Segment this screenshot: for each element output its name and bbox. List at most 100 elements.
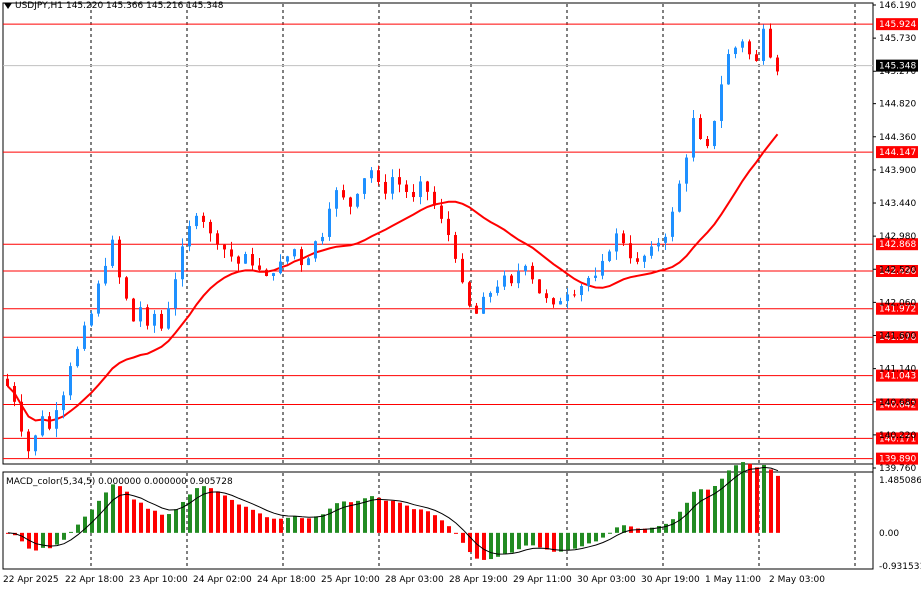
candle-body (209, 221, 212, 234)
candle-body (594, 275, 597, 278)
macd-bar (20, 532, 24, 542)
candle-body (391, 177, 394, 194)
level-label-box (876, 264, 918, 277)
main-chart-frame (2, 2, 874, 465)
candle-body (342, 190, 345, 198)
candle-body (468, 282, 471, 306)
macd-bar (454, 532, 458, 534)
candle-body (181, 246, 184, 280)
indicator-title: MACD_color(5,34,5) 0.000000 0.000000 0.9… (6, 477, 233, 487)
candle-body (573, 294, 576, 296)
candle-body (55, 410, 58, 429)
macd-bar (608, 532, 612, 534)
candle-body (20, 401, 23, 432)
candle-body (349, 197, 352, 207)
horizontal-levels[interactable]: 145.924 144.147 142.868 142.496 141.972 141.5… (3, 18, 918, 465)
dropdown-triangle-icon[interactable] (4, 3, 12, 9)
candle-body (195, 215, 198, 227)
candle-body (475, 305, 478, 314)
candle-body (671, 211, 674, 237)
candle-body (692, 118, 695, 158)
macd-bar (167, 514, 171, 533)
price-tick: 143.440 (879, 199, 916, 209)
candle-body (321, 236, 324, 242)
macd-bar (300, 518, 304, 533)
macd-bar (293, 516, 297, 533)
macd-bar (622, 525, 626, 533)
macd-bar (461, 532, 465, 543)
time-label: 24 Apr 18:00 (257, 575, 316, 585)
symbol-label: USDJPY,H1 (15, 1, 63, 11)
candle-body (216, 233, 219, 245)
candle-body (748, 41, 751, 55)
time-label: 1 May 11:00 (705, 575, 761, 585)
candle-body (510, 275, 513, 284)
macd-bar (748, 463, 752, 533)
level-label: 140.642 (879, 400, 916, 410)
level-label-box (876, 398, 918, 411)
level-label-box (876, 18, 918, 31)
time-label: 29 Apr 11:00 (513, 575, 572, 585)
macd-bar (97, 500, 101, 533)
candle-body (83, 325, 86, 349)
candle-body (279, 261, 282, 274)
macd-bar (573, 532, 577, 549)
level-label-box (876, 452, 918, 465)
candle-body (90, 313, 93, 326)
candle-body (489, 292, 492, 297)
candle-body (97, 283, 100, 314)
level-label-box (876, 238, 918, 251)
macd-bar (643, 528, 647, 533)
candle-body (433, 191, 436, 206)
candle-body (153, 313, 156, 326)
candle-body (538, 279, 541, 294)
macd-bar (755, 467, 759, 533)
macd-bar (636, 528, 640, 533)
price-tick: 140.680 (879, 398, 916, 408)
candle-body (545, 293, 548, 299)
macd-bar (706, 489, 710, 533)
candle-body (496, 286, 499, 293)
macd-bar (440, 520, 444, 533)
level-label: 141.043 (879, 372, 916, 382)
candle-body (398, 177, 401, 185)
candle-body (265, 269, 268, 276)
candle-body (426, 181, 429, 192)
candle-body (146, 307, 149, 326)
time-label: 30 Apr 19:00 (641, 575, 700, 585)
macd-bar (552, 532, 556, 552)
candle-body (307, 258, 310, 266)
macd-bar (776, 475, 780, 533)
candle-body (27, 431, 30, 452)
price-tick: 143.900 (879, 166, 916, 176)
time-label: 30 Apr 03:00 (577, 575, 636, 585)
level-label: 145.924 (879, 20, 916, 30)
candle-body (272, 273, 275, 276)
candle-body (160, 313, 163, 329)
candle-body (517, 271, 520, 284)
macd-bar (559, 532, 563, 552)
macd-bar (174, 509, 178, 533)
level-label-box (876, 432, 918, 445)
candle-body (69, 366, 72, 396)
macd-bar (125, 491, 129, 533)
macd-bar (671, 519, 675, 533)
candle-body (104, 265, 107, 284)
candle-body (13, 385, 16, 402)
time-label: 25 Apr 10:00 (321, 575, 380, 585)
candle-body (531, 265, 534, 280)
candle-body (685, 157, 688, 184)
macd-bar (370, 496, 374, 533)
macd-bar (510, 532, 514, 553)
macd-bar (720, 478, 724, 533)
candle-body (734, 47, 737, 55)
macd-bar (251, 509, 255, 533)
macd-bar (356, 500, 360, 533)
macd-bar (223, 495, 227, 533)
time-label: 28 Apr 19:00 (449, 575, 508, 585)
macd-bar (230, 499, 234, 533)
candle-body (741, 41, 744, 48)
level-label: 139.890 (879, 455, 916, 465)
macd-bar (762, 464, 766, 533)
